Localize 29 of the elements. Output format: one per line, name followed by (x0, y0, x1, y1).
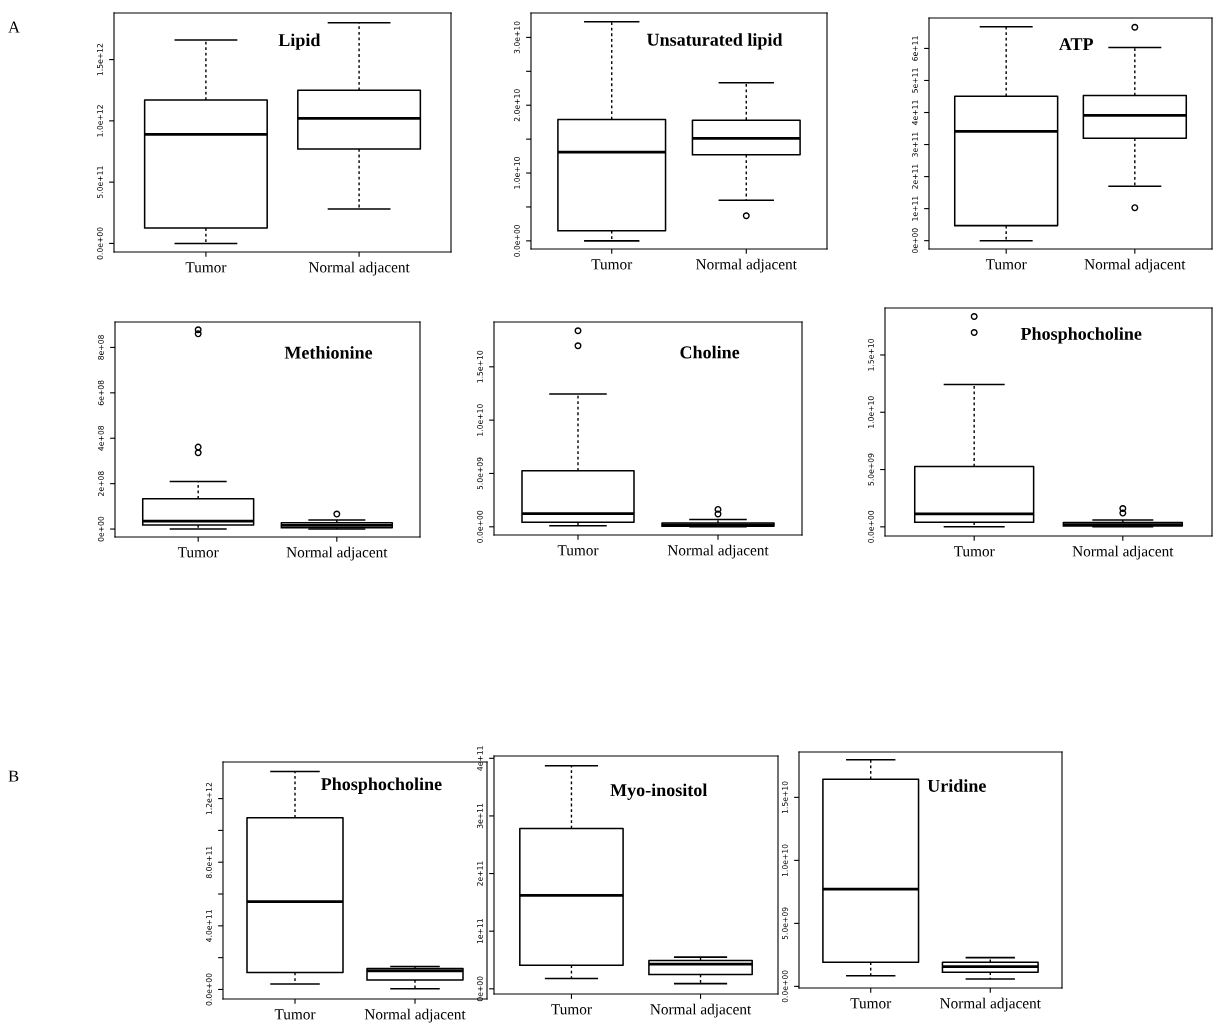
text: Lipid (278, 33, 321, 50)
x-tick-label: Tumor (953, 546, 995, 557)
text: Phosphocholine (1020, 327, 1142, 344)
x-tick-label: Normal adjacent (696, 258, 797, 273)
text: Phosphocholine (321, 777, 442, 794)
x-tick-label: Tumor (185, 262, 227, 273)
x-tick-label: Tumor (551, 1004, 592, 1015)
text: Uridine (927, 779, 986, 792)
text: ATP (1058, 38, 1094, 51)
text: Unsaturated lipid (647, 33, 783, 50)
x-tick-label: Normal adjacent (650, 1003, 752, 1018)
text: A (8, 21, 20, 33)
x-tick-label: Tumor (557, 545, 599, 556)
x-tick-label: Normal adjacent (667, 544, 769, 559)
text: Myo-inositol (610, 783, 708, 800)
x-tick-label: Normal adjacent (286, 546, 388, 561)
x-tick-label: Tumor (850, 998, 892, 1009)
x-tick-label: Normal adjacent (364, 1008, 466, 1023)
x-tick-label: Tumor (591, 259, 633, 270)
text: Choline (680, 345, 740, 359)
x-tick-label: Tumor (985, 259, 1027, 270)
x-tick-label: Tumor (274, 1009, 316, 1020)
text: Methionine (284, 346, 373, 359)
x-tick-label: Normal adjacent (1084, 258, 1186, 273)
x-tick-label: Normal adjacent (940, 997, 1041, 1012)
x-tick-label: Normal adjacent (308, 261, 410, 276)
x-tick-label: Normal adjacent (1072, 545, 1174, 560)
text: B (8, 770, 19, 782)
x-tick-label: Tumor (177, 547, 219, 558)
